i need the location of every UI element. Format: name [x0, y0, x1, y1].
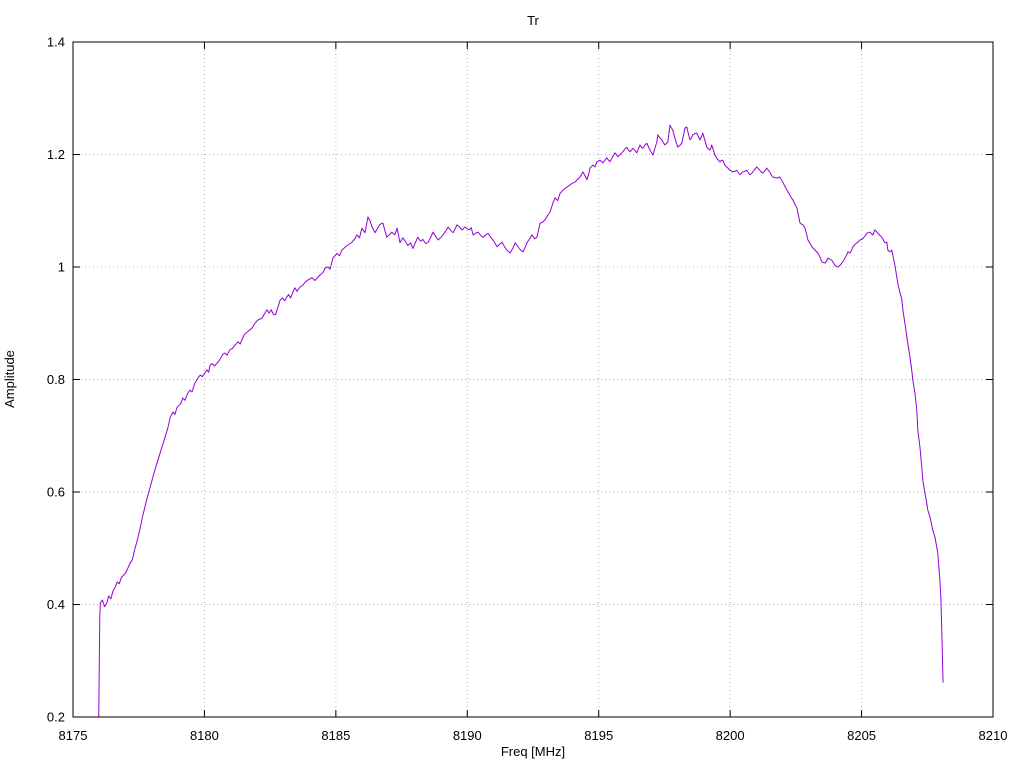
- y-tick-label: 1: [58, 260, 65, 275]
- x-tick-label: 8195: [584, 728, 613, 743]
- y-tick-label: 1.2: [47, 147, 65, 162]
- axis-tick-labels: 8175 8180 8185 8190 8195 8200 8205 8210 0.2 0.4 0.…: [47, 35, 1008, 744]
- y-axis-label: Amplitude: [2, 350, 17, 408]
- y-tick-label: 0.4: [47, 597, 65, 612]
- x-tick-label: 8175: [59, 728, 88, 743]
- plot-border: [72, 41, 994, 718]
- series-line-Tr: [98, 124, 944, 718]
- y-tick-label: 1.4: [47, 35, 65, 50]
- x-tick-label: 8180: [190, 728, 219, 743]
- gridlines: [72, 41, 994, 718]
- x-axis-label: Freq [MHz]: [501, 744, 565, 759]
- x-tick-label: 8210: [979, 728, 1008, 743]
- data-curve: [98, 124, 944, 718]
- chart-title: Tr: [527, 13, 539, 28]
- x-tick-label: 8205: [847, 728, 876, 743]
- y-tick-label: 0.2: [47, 710, 65, 725]
- x-tick-label: 8200: [716, 728, 745, 743]
- y-tick-label: 0.8: [47, 372, 65, 387]
- y-tick-label: 0.6: [47, 485, 65, 500]
- x-tick-label: 8185: [321, 728, 350, 743]
- x-tick-label: 8190: [453, 728, 482, 743]
